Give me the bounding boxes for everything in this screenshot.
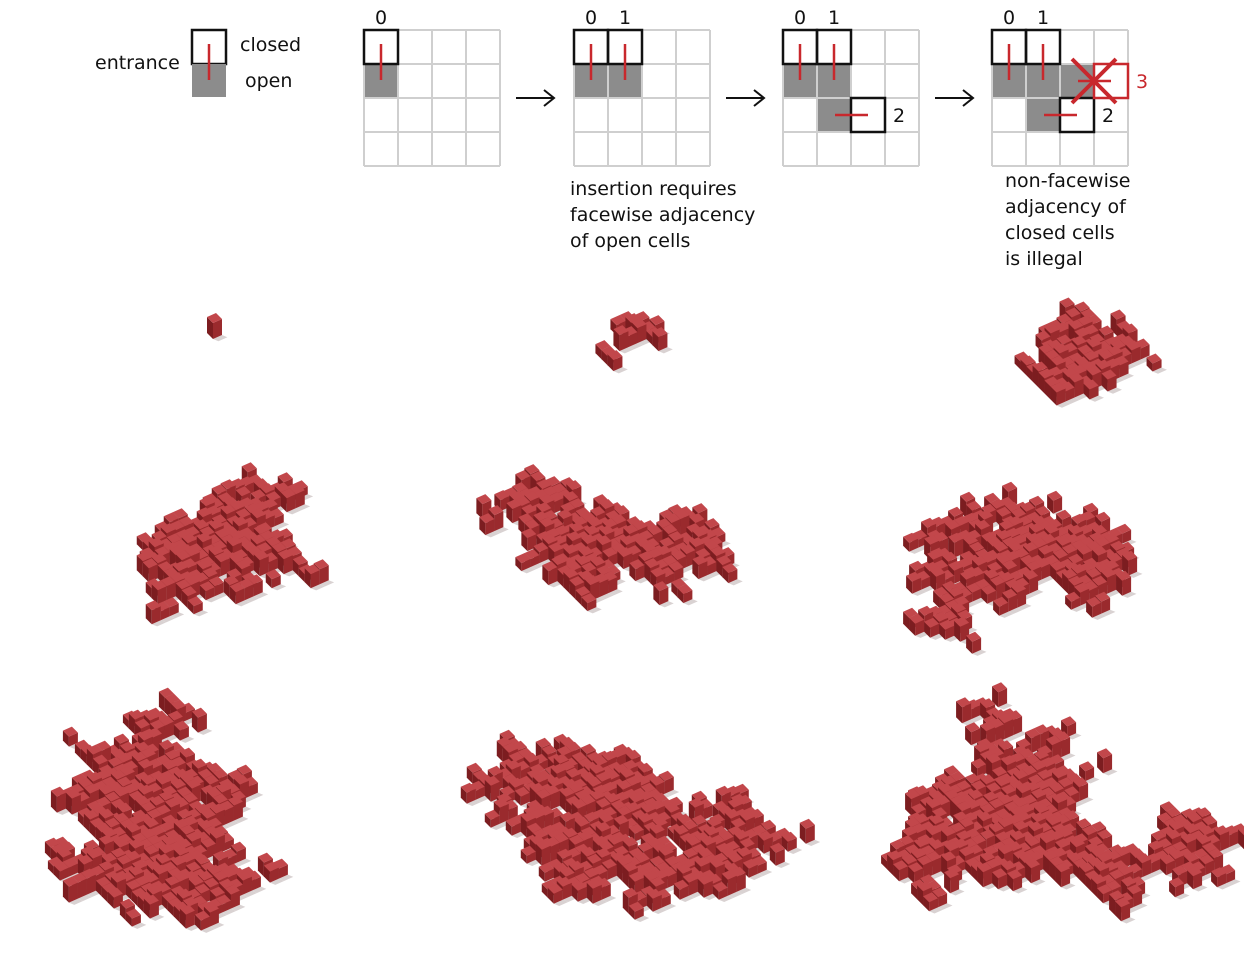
block-cluster bbox=[137, 462, 334, 626]
caption: is illegal bbox=[1005, 248, 1083, 270]
cell-label: 0 bbox=[1003, 7, 1015, 29]
block-cluster bbox=[903, 482, 1142, 656]
legend-open: open bbox=[245, 70, 292, 92]
caption: non-facewise bbox=[1005, 170, 1130, 192]
caption: insertion requires bbox=[570, 178, 737, 200]
block-cluster bbox=[461, 730, 820, 922]
cell-label: 1 bbox=[1037, 7, 1049, 29]
cell-label: 3 bbox=[1136, 71, 1148, 93]
cell-label: 2 bbox=[893, 105, 905, 127]
cell-label: 0 bbox=[375, 7, 387, 29]
block-cluster bbox=[45, 688, 293, 933]
cell-label: 0 bbox=[585, 7, 597, 29]
legend-closed: closed bbox=[240, 34, 301, 56]
block-cluster bbox=[207, 313, 227, 341]
cell-label: 1 bbox=[619, 7, 631, 29]
legend-entrance: entrance bbox=[95, 52, 180, 74]
caption: closed cells bbox=[1005, 222, 1115, 244]
caption: adjacency of bbox=[1005, 196, 1127, 218]
block-cluster bbox=[595, 311, 672, 373]
cell-label: 2 bbox=[1102, 105, 1114, 127]
block-cluster bbox=[476, 464, 742, 613]
block-cluster bbox=[1015, 298, 1167, 408]
cell-label: 1 bbox=[828, 7, 840, 29]
caption: facewise adjacency bbox=[570, 204, 755, 226]
caption: of open cells bbox=[570, 230, 690, 252]
cell-label: 0 bbox=[794, 7, 806, 29]
